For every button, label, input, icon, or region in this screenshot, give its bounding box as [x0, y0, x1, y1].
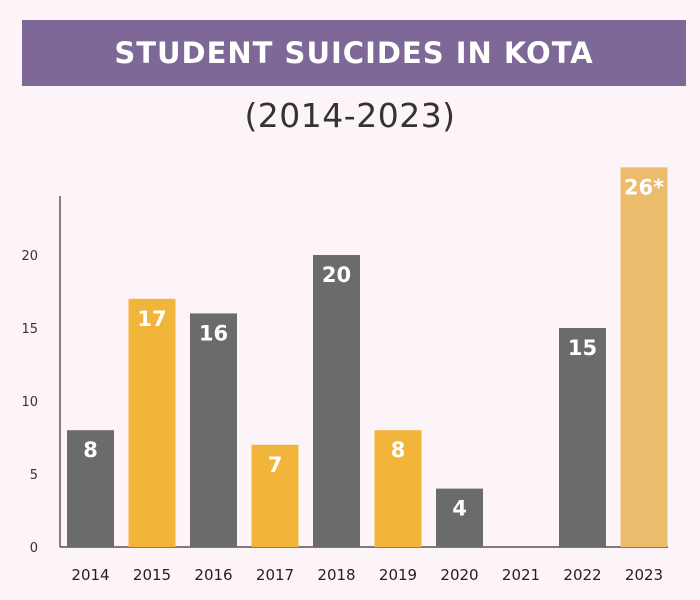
bar: [313, 255, 360, 547]
bar: [251, 444, 299, 547]
bar: [128, 298, 176, 547]
bar-data-label: 4: [452, 497, 467, 521]
bar-data-label: 15: [568, 336, 597, 360]
bar-data-label: 8: [391, 438, 406, 462]
x-tick-label: 2019: [379, 566, 417, 584]
x-tick-label: 2014: [71, 566, 109, 584]
bar: [67, 430, 114, 547]
x-tick-label: 2015: [133, 566, 171, 584]
bar-data-label: 20: [322, 263, 351, 287]
bar-data-label: 26*: [624, 175, 664, 199]
x-tick-label: 2020: [440, 566, 478, 584]
chart-title: STUDENT SUICIDES IN KOTA: [114, 36, 594, 70]
x-tick-label: 2021: [502, 566, 540, 584]
x-tick-label: 2017: [256, 566, 294, 584]
chart-subtitle: (2014-2023): [244, 96, 456, 135]
y-tick-label: 15: [21, 322, 38, 337]
bar: [374, 430, 422, 547]
bar-data-label: 8: [83, 438, 98, 462]
y-tick-label: 10: [21, 395, 38, 410]
x-tick-label: 2023: [625, 566, 663, 584]
bar: [559, 328, 606, 547]
x-tick-label: 2018: [317, 566, 355, 584]
bar-data-label: 16: [199, 321, 228, 345]
bar-data-label: 7: [268, 453, 283, 477]
x-tick-label: 2016: [194, 566, 232, 584]
x-tick-label: 2022: [563, 566, 601, 584]
y-tick-label: 5: [30, 468, 38, 483]
bar-data-label: 17: [137, 307, 166, 331]
y-tick-label: 0: [30, 541, 38, 556]
bar: [620, 167, 668, 547]
bar: [436, 488, 483, 547]
title-banner: STUDENT SUICIDES IN KOTA: [22, 20, 686, 86]
y-tick-label: 20: [21, 249, 38, 264]
bar: [190, 313, 237, 547]
